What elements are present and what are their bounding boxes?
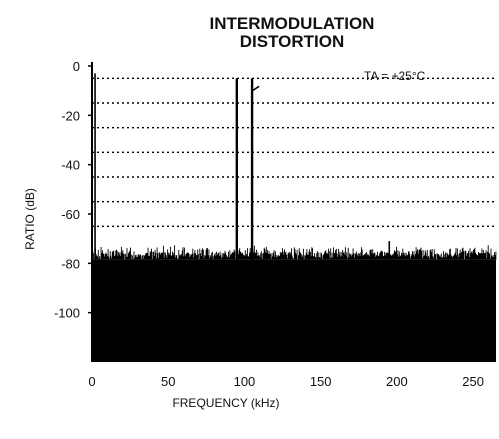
x-tick-label-1: 50 [161, 374, 175, 389]
temperature-annotation: TA = +25°C [364, 69, 426, 83]
x-tick-label-0: 0 [88, 374, 95, 389]
chart-title: INTERMODULATION DISTORTION [210, 14, 375, 51]
y-tick-label-3: -60 [61, 207, 80, 222]
x-tick-label-5: 250 [462, 374, 484, 389]
y-tick-label-4: -80 [61, 256, 80, 271]
y-tick-label-2: -40 [61, 158, 80, 173]
x-tick-label-4: 200 [386, 374, 408, 389]
grid-lines [92, 77, 496, 228]
tone-marker [252, 85, 260, 91]
y-tick-label-1: -20 [61, 108, 80, 123]
y-axis-label: RATIO (dB) [23, 188, 37, 250]
noise-floor-block [92, 259, 496, 362]
y-tick-label-0: 0 [73, 59, 80, 74]
x-tick-label-3: 150 [310, 374, 332, 389]
x-axis-label: FREQUENCY (kHz) [172, 396, 279, 410]
noise-floor-trace [91, 245, 497, 260]
axes: 0 -20 -40 -60 -80 -100 0 50 100 150 200 250 [54, 59, 484, 389]
chart-title-line-1: INTERMODULATION [210, 14, 375, 33]
plot-traces [91, 73, 497, 362]
x-tick-label-2: 100 [234, 374, 256, 389]
y-tick-label-5: -100 [54, 306, 80, 321]
chart-title-line-2: DISTORTION [240, 32, 345, 51]
